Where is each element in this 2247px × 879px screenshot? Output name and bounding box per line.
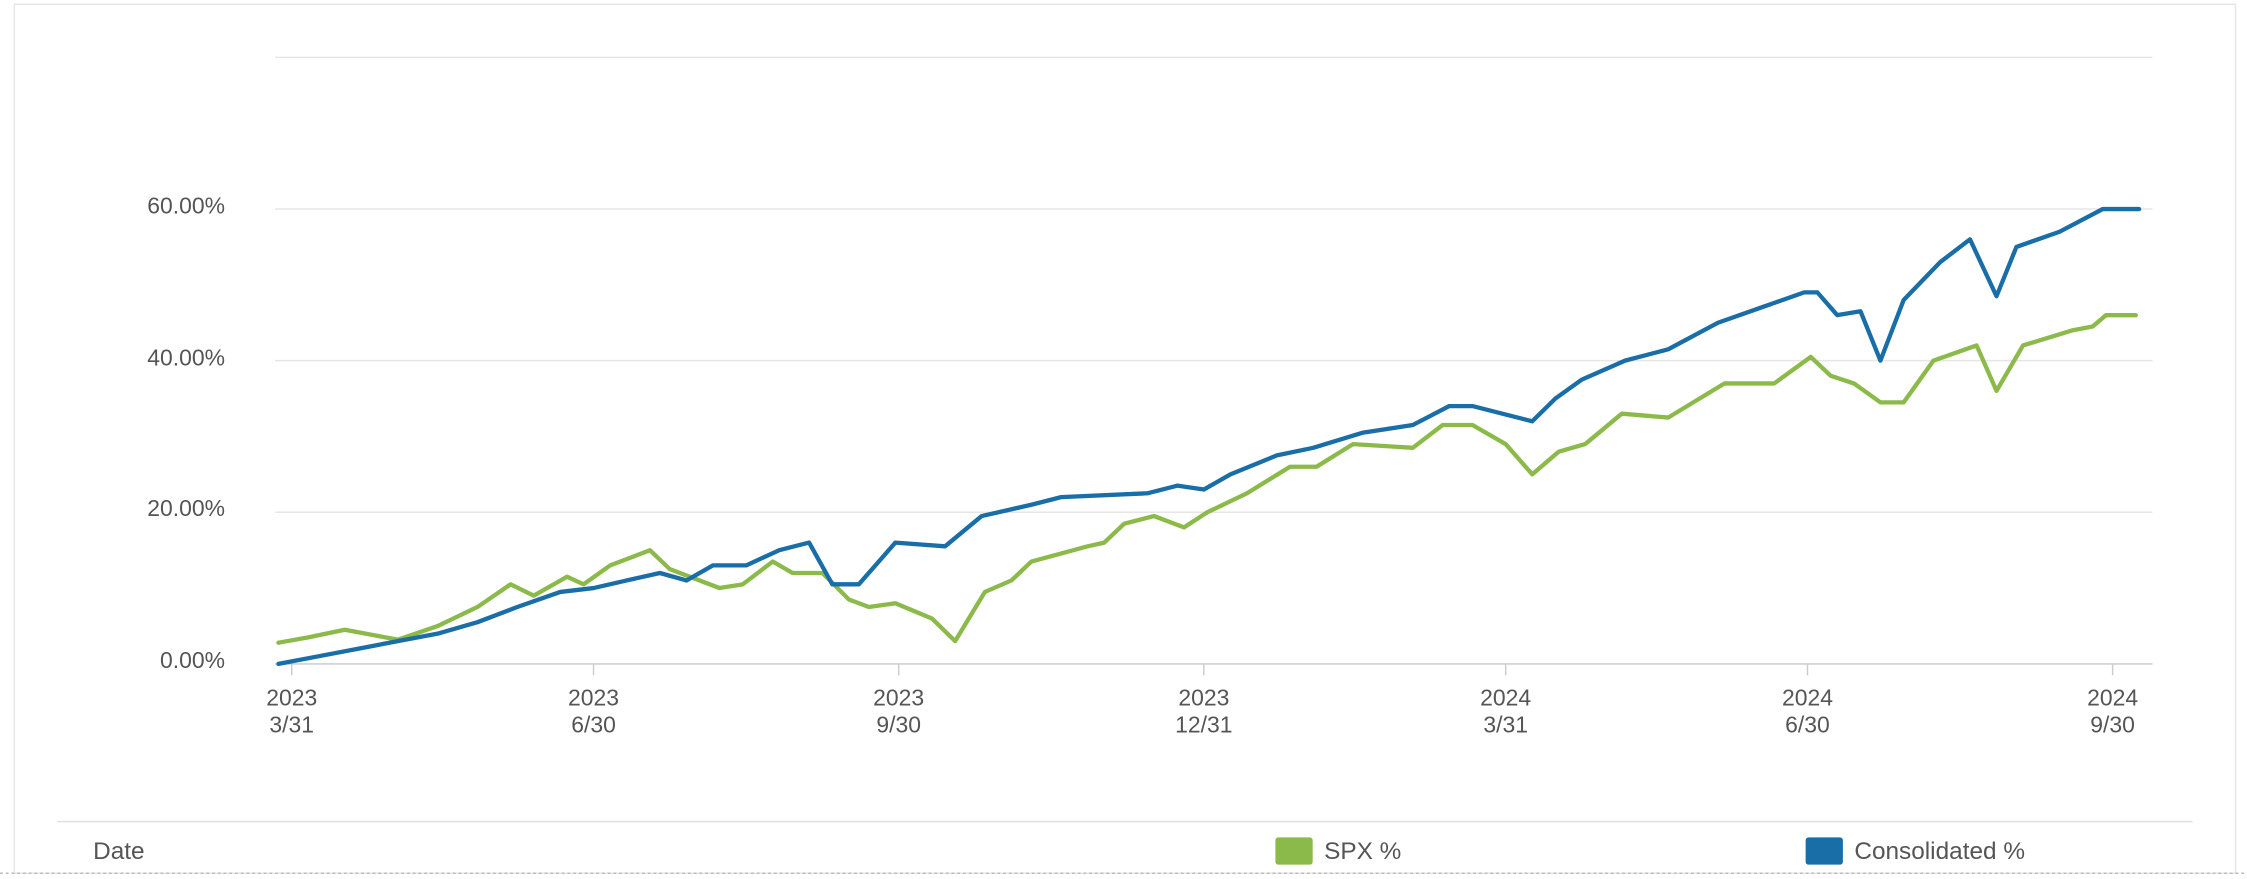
x-tick-label: 2023 3/31 [266,686,318,739]
x-tick-label: 2024 9/30 [2087,686,2139,739]
x-tick-label: 2024 6/30 [1781,686,1833,739]
legend-swatch [1275,837,1313,865]
y-tick-label: 40.00% [147,346,225,371]
x-label: Date [93,837,145,865]
line-series [276,206,2142,667]
y-tick-label: 0.00% [159,649,225,674]
legend-label: SPX % [1324,837,1402,865]
y-tick-label: 20.00% [147,497,225,523]
x-tick-label: 2024 3/31 [1480,686,1532,739]
x-tick-label: 2023 9/30 [873,686,925,739]
legend-label: Consolidated % [1854,837,2025,865]
frame [13,3,2237,874]
line-series [276,313,2138,645]
x-tick-label: 2023 12/31 [1175,686,1233,739]
y-tick-label: 60.00% [147,194,225,220]
legend-swatch [1805,837,1843,865]
x-tick-label: 2023 6/30 [568,686,620,739]
